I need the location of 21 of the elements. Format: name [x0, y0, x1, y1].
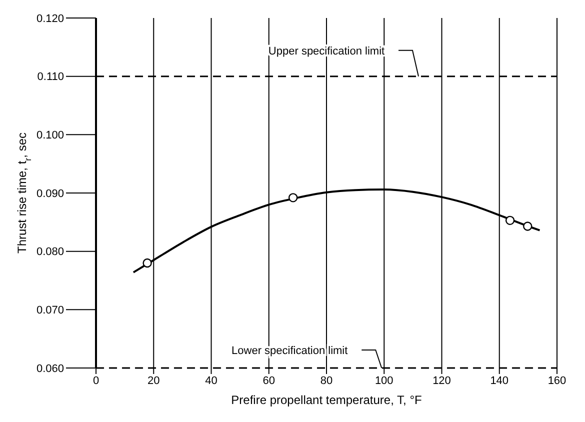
x-tick-label: 40	[205, 374, 218, 387]
point	[142, 258, 152, 268]
x-tick-label: 20	[148, 374, 160, 387]
x-axis-title: Prefire propellant temperature, T, °F	[231, 393, 422, 407]
x-tick-label: 60	[262, 374, 275, 387]
y-tick-label: 0.100	[36, 130, 64, 142]
point	[505, 216, 515, 226]
y-tick-label: 0.110	[37, 71, 64, 84]
x-tick-label: 140	[490, 374, 509, 387]
x-tick-label: 120	[432, 374, 451, 387]
x-tick-label: 80	[320, 374, 333, 387]
point	[288, 193, 298, 202]
x-tick-label: 160	[548, 374, 566, 387]
point	[523, 222, 532, 231]
x-tick-label: 0	[92, 374, 100, 387]
y-tick-label: 0.060	[36, 362, 64, 375]
y-tick-label: 0.080	[36, 246, 64, 258]
y-tick-label: 0.090	[36, 188, 64, 200]
x-tick-label: 100	[374, 374, 394, 387]
y-tick-label: 0.070	[36, 304, 64, 317]
y-tick-label: 0.120	[36, 12, 64, 25]
